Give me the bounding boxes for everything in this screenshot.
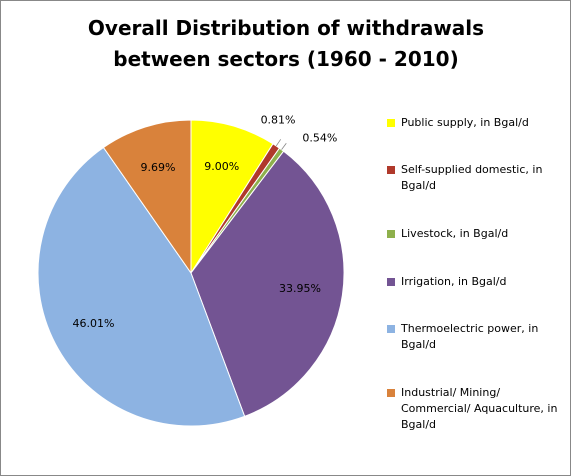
pie-slice: [190, 150, 345, 417]
data-label: 0.81%: [261, 113, 296, 126]
legend: Public supply, in Bgal/d Self-supplied do…: [387, 99, 567, 449]
legend-label: Industrial/ Mining/ Commercial/ Aquacult…: [401, 386, 558, 432]
legend-item: Livestock, in Bgal/d: [387, 226, 567, 242]
data-label: 33.95%: [279, 282, 321, 295]
legend-label: Irrigation, in Bgal/d: [401, 274, 507, 288]
legend-label: Thermoelectric power, in Bgal/d: [401, 322, 539, 352]
legend-label: Self-supplied domestic, in Bgal/d: [401, 163, 543, 193]
pie-slice: [102, 119, 192, 275]
legend-item: Irrigation, in Bgal/d: [387, 274, 567, 290]
legend-item: Thermoelectric power, in Bgal/d: [387, 321, 567, 353]
data-label: 0.54%: [302, 131, 337, 144]
legend-key: [387, 277, 395, 286]
data-label: 46.01%: [72, 317, 114, 330]
legend-key: [387, 325, 395, 334]
pie-area: 9.00% 0.81% 0.54% 33.95% 46.01% 9.69%: [37, 113, 345, 427]
leader-line: [281, 142, 287, 150]
legend-key: [387, 166, 395, 175]
legend-item: Public supply, in Bgal/d: [387, 115, 567, 131]
legend-label: Public supply, in Bgal/d: [401, 115, 529, 129]
leader-line: [275, 139, 282, 147]
pie-slice: [190, 119, 274, 275]
chart-title: Overall Distribution of withdrawals betw…: [87, 16, 485, 71]
legend-item: Industrial/ Mining/ Commercial/ Aquacult…: [387, 385, 567, 433]
data-label: 9.00%: [204, 160, 239, 173]
legend-key: [387, 230, 395, 239]
legend-key: [387, 389, 395, 398]
legend-key: [387, 118, 395, 127]
data-label: 9.69%: [141, 161, 176, 174]
legend-item: Self-supplied domestic, in Bgal/d: [387, 162, 567, 194]
legend-label: Livestock, in Bgal/d: [401, 227, 509, 241]
pie-slice: [37, 146, 246, 427]
